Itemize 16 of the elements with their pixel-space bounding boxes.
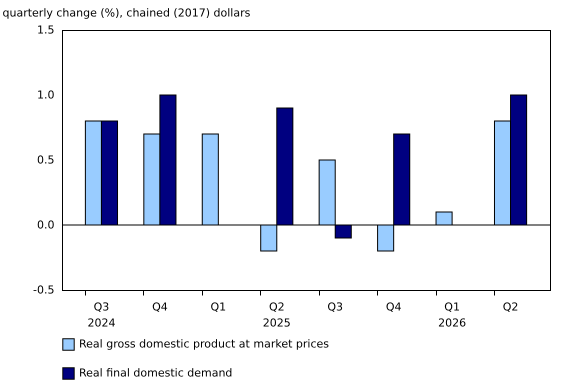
y-tick-label: 0.5	[37, 154, 54, 166]
legend-label: Real final domestic demand	[79, 366, 232, 380]
x-tick-label: Q2 2025	[262, 300, 291, 330]
x-tick-label: Q3 2024	[87, 300, 116, 330]
x-tick-label: Q3	[327, 300, 344, 314]
y-tick-label: 0.0	[37, 218, 54, 232]
x-tick-label: Q1 2026	[438, 300, 466, 330]
x-tick-label: Q1	[210, 300, 226, 314]
y-axis-title: quarterly change (%), chained (2017) dollars	[2, 6, 251, 20]
y-tick-label: 1.5	[37, 24, 54, 36]
y-tick-label: 1.0	[37, 88, 54, 102]
x-tick-label: Q4	[386, 300, 402, 314]
y-tick-label: -0.5	[33, 284, 54, 296]
x-tick-label: Q4	[152, 300, 168, 314]
legend-label: Real gross domestic product at market prices	[79, 338, 330, 350]
x-tick-label: Q2	[502, 300, 518, 314]
